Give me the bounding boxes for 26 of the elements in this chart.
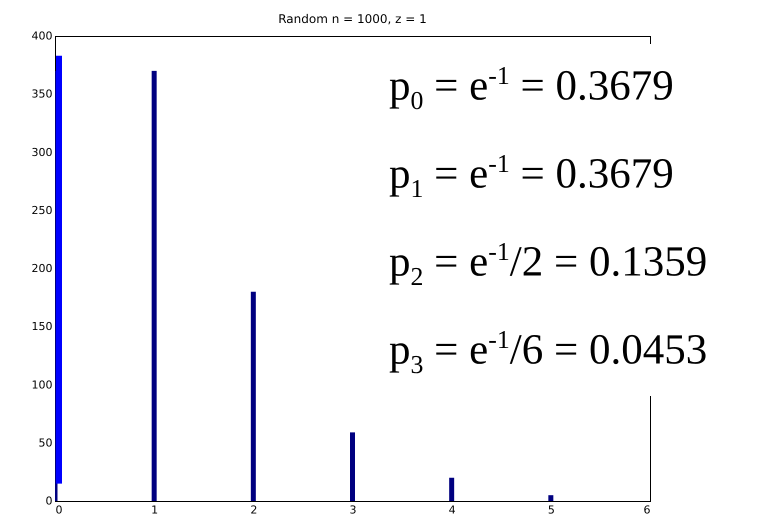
x-tick-label: 3 <box>350 504 356 516</box>
bar <box>350 432 355 501</box>
bar <box>548 495 554 501</box>
y-tick-label: 350 <box>32 88 52 101</box>
x-tick-label: 1 <box>151 504 158 516</box>
y-tick-label: 0 <box>46 494 52 508</box>
annotation: p$_{2}$ = e$^{-1}$/2 = 0.1359 <box>389 236 708 293</box>
x-tick-label: 5 <box>548 504 555 516</box>
y-tick-label: 50 <box>38 436 52 450</box>
x-tick-label: 4 <box>448 504 456 516</box>
y-tick-label: 200 <box>32 262 52 275</box>
chart-title: Random n = 1000, z = 1 <box>278 12 427 26</box>
bar <box>250 292 256 501</box>
annotation: p$_{0}$ = e$^{-1}$ = 0.3679 <box>389 60 675 117</box>
x-tick-label: 6 <box>644 504 650 516</box>
y-tick-label: 400 <box>32 30 52 42</box>
x-tick-label: 0 <box>56 504 62 516</box>
x-tick-label: 2 <box>250 504 258 516</box>
bar <box>449 478 454 501</box>
annotation: p$_{3}$ = e$^{-1}$/6 = 0.0453 <box>389 324 708 381</box>
annotation: p$_{1}$ = e$^{-1}$ = 0.3679 <box>389 148 675 205</box>
y-tick-label: 150 <box>32 320 52 334</box>
y-tick-label: 100 <box>32 378 52 392</box>
y-tick-label: 300 <box>32 146 52 159</box>
y-tick-label: 250 <box>32 204 52 217</box>
bar <box>152 70 157 501</box>
